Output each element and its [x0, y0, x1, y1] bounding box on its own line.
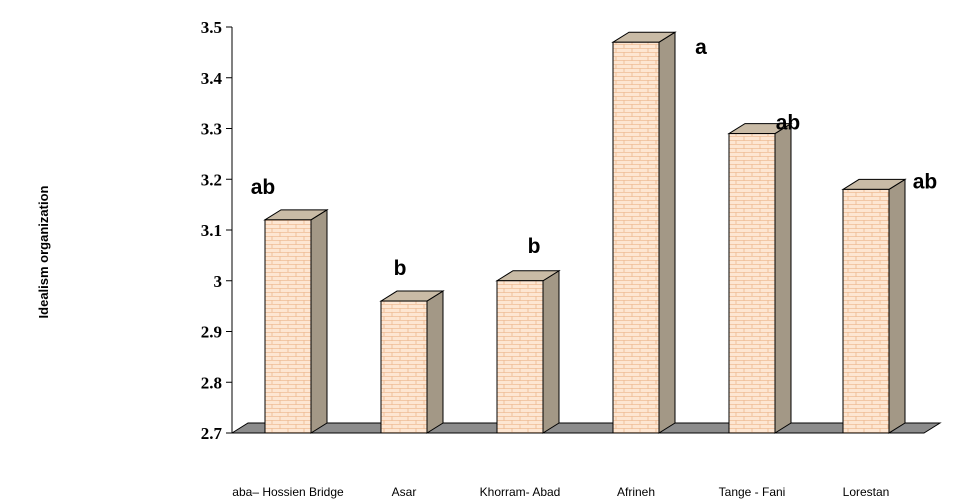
x-category-label: aba– Hossien Bridge — [232, 485, 344, 499]
bar-side — [310, 208, 328, 434]
bar-side — [658, 31, 676, 434]
bar-front — [612, 41, 660, 434]
y-tick-label: 3 — [214, 272, 223, 291]
bar-front — [380, 300, 428, 434]
bar-5 — [841, 178, 907, 434]
y-tick-label: 3.4 — [201, 69, 223, 88]
bar-4 — [727, 122, 793, 434]
bar-3 — [611, 31, 677, 434]
y-tick-label: 3.3 — [201, 120, 222, 139]
y-axis: 2.7 2.8 2.9 3 3.1 3.2 3.3 3.4 3.5 — [201, 18, 233, 443]
chart-floor — [230, 422, 942, 434]
y-tick-label: 3.2 — [201, 170, 222, 189]
bars — [263, 31, 907, 434]
bar-0 — [263, 208, 329, 434]
y-tick-label: 2.7 — [201, 424, 223, 443]
x-category-label: Khorram- Abad — [480, 485, 561, 499]
bar-1 — [379, 290, 445, 434]
bar-front — [264, 219, 312, 434]
bar-side — [774, 122, 792, 434]
y-tick-label: 2.9 — [201, 323, 222, 342]
bar-2 — [495, 269, 561, 434]
significance-label: ab — [913, 170, 938, 193]
significance-label: ab — [251, 176, 276, 199]
bar-front — [842, 188, 890, 434]
significance-label: a — [695, 36, 707, 59]
bar-side — [888, 178, 906, 434]
x-category-label: Afrineh — [617, 485, 655, 499]
y-tick-label: 3.5 — [201, 18, 222, 37]
bar-side — [542, 269, 560, 434]
y-tick-label: 3.1 — [201, 221, 222, 240]
bar-front — [728, 133, 776, 434]
bar-side — [426, 290, 444, 434]
floor-plane — [230, 422, 942, 434]
x-category-label: Asar — [392, 485, 417, 499]
significance-label: b — [394, 257, 407, 280]
x-category-label: Tange - Fani — [719, 485, 786, 499]
y-axis-title: Idealism organization — [36, 185, 51, 318]
significance-label: ab — [776, 112, 801, 135]
annotations: ab aba– Hossien Bridge b Asar b Khorram- Abad… — [232, 36, 937, 499]
y-tick-label: 2.8 — [201, 373, 222, 392]
x-category-label: Lorestan — [843, 485, 890, 499]
significance-label: b — [528, 235, 541, 258]
bar-front — [496, 280, 544, 434]
